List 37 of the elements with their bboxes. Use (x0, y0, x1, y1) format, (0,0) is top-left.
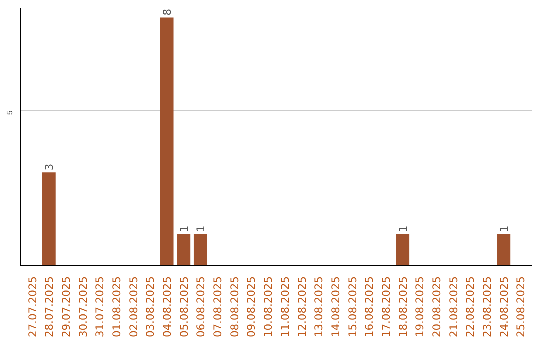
x-tick-label: 04.08.2025 (161, 276, 174, 338)
x-tick-label: 31.07.2025 (94, 276, 107, 338)
x-tick-label: 09.08.2025 (245, 276, 258, 338)
x-tick-label: 03.08.2025 (144, 276, 158, 338)
x-tick-label: 27.07.2025 (26, 276, 40, 338)
x-tick-label: 07.08.2025 (212, 276, 225, 338)
x-tick-label: 05.08.2025 (178, 276, 191, 338)
x-tick-label: 06.08.2025 (194, 276, 208, 338)
x-tick-label: 17.08.2025 (380, 276, 393, 338)
data-label: 3 (43, 164, 56, 171)
x-tick-label: 14.08.2025 (329, 276, 342, 338)
x-tick-label: 01.08.2025 (110, 276, 124, 338)
x-tick-label: 08.08.2025 (228, 276, 242, 338)
x-tick-label: 19.08.2025 (414, 276, 427, 338)
data-label: 1 (498, 226, 511, 233)
y-tick-label: 5 (6, 110, 14, 116)
x-tick-label: 11.08.2025 (278, 276, 292, 338)
x-tick-label: 20.08.2025 (430, 276, 444, 338)
x-tick-label: 22.08.2025 (464, 276, 478, 338)
data-label: 8 (161, 8, 174, 16)
x-tick-label: 29.07.2025 (60, 276, 73, 338)
x-tick-label: 12.08.2025 (296, 276, 309, 338)
x-tick-label: 23.08.2025 (481, 276, 494, 338)
data-label: 1 (194, 226, 208, 233)
x-tick-label: 10.08.2025 (262, 276, 276, 338)
x-tick-label: 30.07.2025 (76, 276, 90, 338)
x-tick-label: 24.08.2025 (498, 276, 511, 338)
data-label: 1 (396, 226, 410, 233)
x-tick-label: 21.08.2025 (447, 276, 460, 338)
x-tick-label: 02.08.2025 (127, 276, 140, 338)
x-tick-label: 28.07.2025 (43, 276, 56, 338)
x-tick-label: 15.08.2025 (346, 276, 360, 338)
x-tick-label: 25.08.2025 (514, 276, 528, 338)
x-tick-label: 18.08.2025 (396, 276, 410, 338)
data-label: 1 (178, 226, 191, 233)
x-tick-label: 16.08.2025 (363, 276, 376, 338)
x-tick-label: 13.08.2025 (312, 276, 326, 338)
